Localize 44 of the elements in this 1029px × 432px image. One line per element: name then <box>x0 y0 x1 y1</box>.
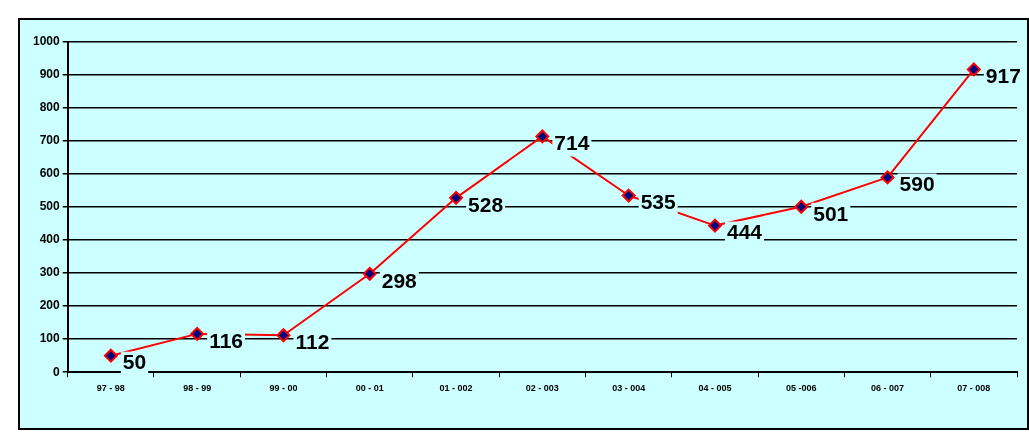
x-tick-label: 97 - 98 <box>96 383 125 394</box>
y-tick-label: 800 <box>39 100 61 115</box>
x-tick-label: 99 - 00 <box>269 383 298 394</box>
x-tick-label: 05 -006 <box>785 383 817 394</box>
y-tick-label: 200 <box>39 298 61 313</box>
x-tick-label: 06 - 007 <box>871 383 905 394</box>
data-label: 50 <box>122 350 147 374</box>
data-label: 535 <box>640 190 677 214</box>
point <box>621 188 636 203</box>
y-tick-label: 700 <box>39 133 61 148</box>
y-tick-label: 600 <box>39 166 61 181</box>
x-tick-label: 03 - 004 <box>612 383 646 394</box>
y-tick-label: 1000 <box>32 34 61 49</box>
point <box>449 190 464 205</box>
point <box>794 199 809 214</box>
data-label: 116 <box>209 328 244 352</box>
x-tick-label: 01 - 002 <box>439 383 473 394</box>
y-tick-label: 300 <box>39 265 61 280</box>
x-tick-label: 04 - 005 <box>698 383 732 394</box>
data-label: 528 <box>468 192 504 216</box>
x-tick-label: 00 - 01 <box>355 383 384 394</box>
data-label: 501 <box>813 201 849 225</box>
data-label: 590 <box>899 172 935 196</box>
data-label: 917 <box>985 64 1021 88</box>
x-tick-label: 02 - 003 <box>525 383 559 394</box>
data-label: 714 <box>554 131 590 155</box>
point <box>966 62 981 77</box>
y-tick-label: 0 <box>53 364 61 379</box>
point <box>880 170 895 185</box>
point <box>535 129 550 144</box>
point <box>276 328 291 343</box>
y-tick-label: 100 <box>39 331 61 346</box>
x-tick-label: 98 - 99 <box>183 383 212 394</box>
point <box>103 348 118 363</box>
point <box>362 266 377 281</box>
data-label: 444 <box>726 220 763 244</box>
y-tick-label: 900 <box>39 67 61 82</box>
y-tick-label: 500 <box>39 199 61 214</box>
x-tick-label: 07 - 008 <box>957 383 991 394</box>
point <box>707 218 722 233</box>
point <box>190 326 205 341</box>
y-tick-label: 400 <box>39 232 61 247</box>
data-label: 298 <box>381 268 418 292</box>
data-label: 112 <box>295 330 330 354</box>
